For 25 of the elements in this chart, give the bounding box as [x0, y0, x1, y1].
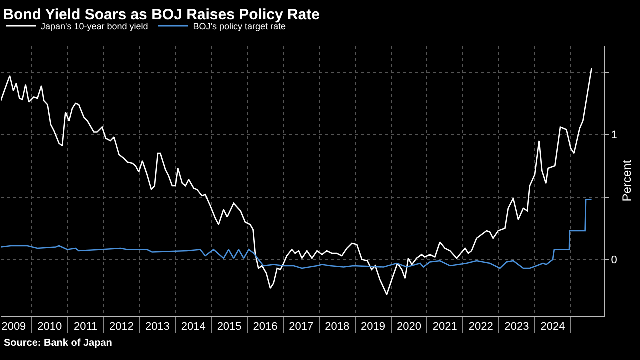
y-tick-label: 0 — [611, 254, 618, 267]
x-tick-label: 2021 — [432, 321, 458, 334]
x-tick-label: 2017 — [289, 321, 314, 334]
line-series — [1, 68, 592, 296]
x-tick-label: 2019 — [361, 321, 386, 334]
x-tick-label: 2012 — [110, 321, 134, 334]
y-axis-title: Percent — [620, 160, 634, 202]
y-tick-label: 1 — [611, 130, 618, 142]
x-tick-label: 2015 — [217, 321, 242, 334]
x-tick-label: 2020 — [396, 321, 422, 334]
x-tick-label: 2023 — [504, 321, 530, 334]
x-tick-label: 2013 — [145, 321, 170, 334]
x-tick-label: 2014 — [181, 321, 206, 334]
source-note: Source: Bank of Japan — [4, 338, 112, 349]
x-tick-label: 2018 — [325, 321, 350, 334]
line-series — [1, 199, 592, 270]
chart-title: Bond Yield Soars as BOJ Raises Policy Rate — [3, 6, 320, 24]
x-tick-label: 2009 — [2, 321, 26, 334]
legend-label: Japan's 10-year bond yield — [41, 22, 148, 32]
x-tick-label: 2010 — [38, 321, 62, 334]
x-tick-label: 2011 — [74, 321, 98, 334]
legend-label: BOJ's policy target rate — [193, 22, 286, 32]
x-tick-label: 2016 — [253, 321, 278, 334]
x-tick-label: 2024 — [540, 321, 566, 334]
x-tick-label: 2022 — [468, 321, 494, 334]
